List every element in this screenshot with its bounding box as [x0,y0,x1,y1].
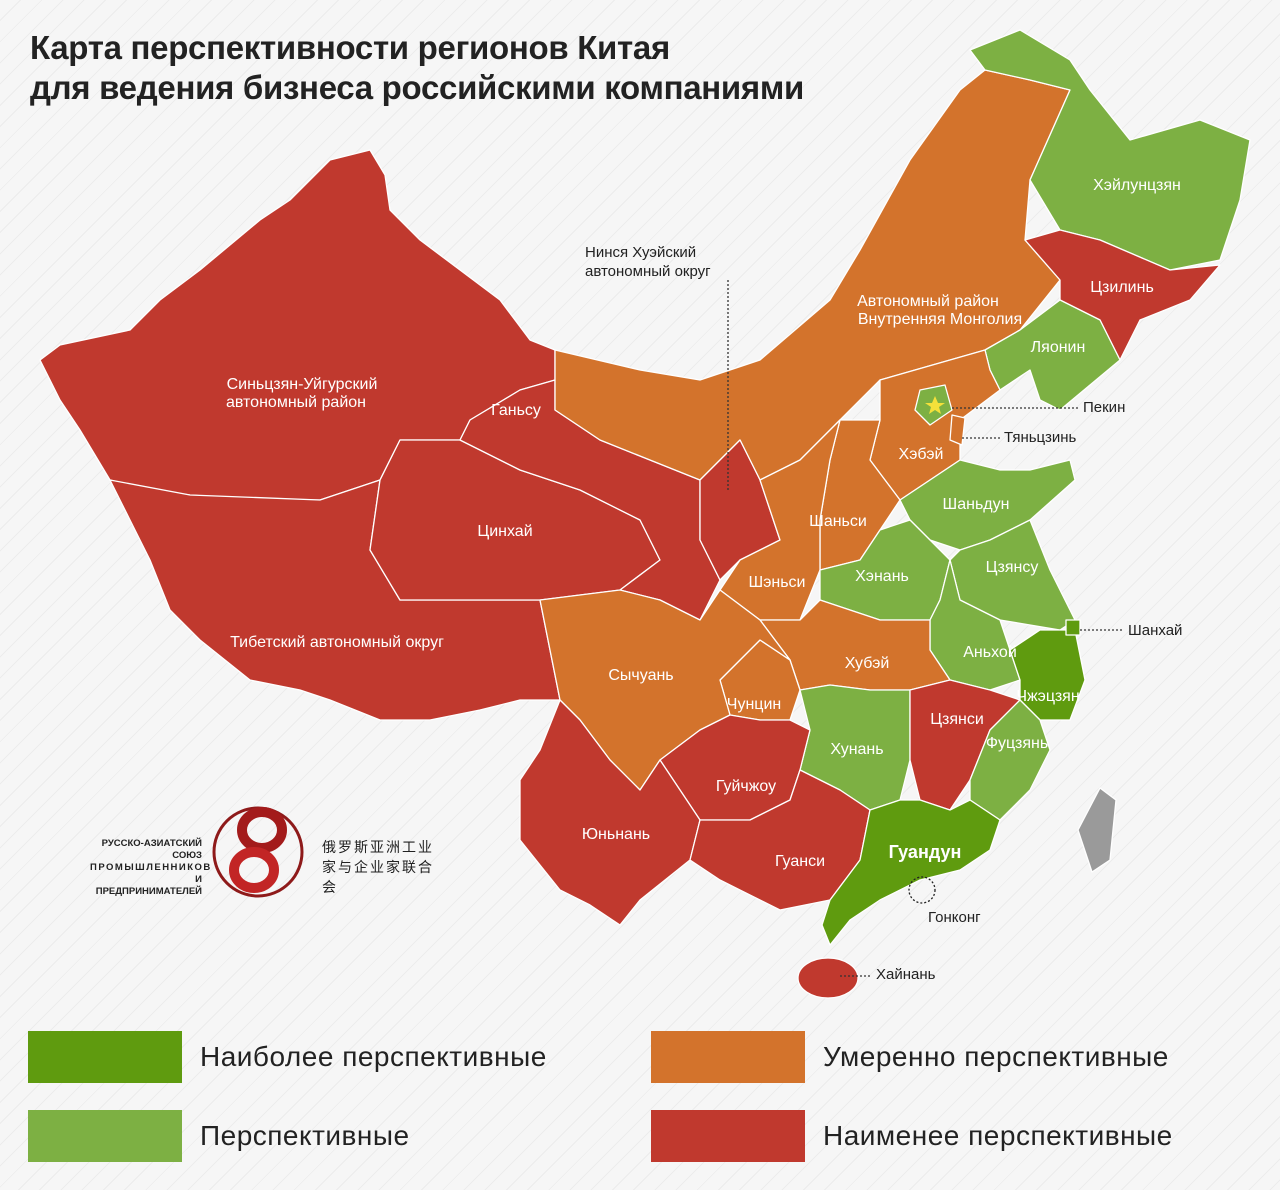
label-chongqing: Чунцин [727,696,781,713]
label-jiangxi: Цзянси [930,711,984,728]
legend-moderately-promising: Умеренно перспективные [651,1031,1169,1083]
title-line-1: Карта перспективности регионов Китая [30,29,670,66]
region-fujian[interactable] [969,699,1051,821]
label-guizhou: Гуйчжоу [716,778,776,795]
label-sichuan: Сычуань [608,667,673,684]
label-hainan: Хайнань [876,966,936,983]
label-tianjin: Тяньцзинь [1004,429,1077,446]
label-ningxia-2: автономный округ [585,263,711,280]
label-tibet: Тибетский автономный округ [230,634,444,651]
label-shaanxi: Шэньси [749,574,806,591]
label-guangxi: Гуанси [775,853,825,870]
label-gansu: Ганьсу [491,402,541,419]
label-jilin: Цзилинь [1090,279,1154,296]
label-yunnan: Юньнань [582,826,650,843]
region-jilin[interactable] [1024,229,1221,361]
label-liaoning: Ляонин [1031,339,1086,356]
label-inner-mongolia-2: Внутренняя Монголия [858,311,1022,328]
legend-label: Умеренно перспективные [823,1041,1169,1072]
map-title: Карта перспективности регионов Китая для… [30,28,804,108]
label-qinghai: Цинхай [477,523,532,540]
region-yunnan[interactable] [519,699,701,926]
beijing-star-icon [925,396,945,414]
region-taiwan[interactable] [1077,787,1117,873]
legend-label: Перспективные [200,1120,410,1151]
label-zhejiang: Чжэцзян [1016,688,1079,705]
logo-cn-line-2: 家与企业家联合会 [322,860,434,896]
logo-text-ru: РУССКО-АЗИАТСКИЙ СОЮЗ ПРОМЫШЛЕННИКОВ И П… [90,838,212,898]
logo-ru-line-3: И ПРЕДПРИНИМАТЕЛЕЙ [95,874,202,897]
legend-swatch [28,1110,182,1162]
label-beijing: Пекин [1083,399,1125,416]
logo-text-cn: 俄罗斯亚洲工业 家与企业家联合会 [322,838,442,898]
region-heilongjiang[interactable] [969,29,1251,271]
region-tianjin[interactable] [949,414,966,446]
label-shanxi: Шаньси [809,513,867,530]
label-heilongjiang: Хэйлунцзян [1093,177,1181,194]
region-guangdong[interactable] [821,799,1001,946]
legend-swatch [651,1031,805,1083]
label-ningxia-1: Нинся Хуэйский [585,244,696,261]
label-xinjiang-2: автономный район [226,394,366,411]
logo-emblem-icon [212,806,304,898]
legend-most-promising: Наиболее перспективные [28,1031,547,1083]
label-xinjiang-1: Синьцзян-Уйгурский [227,376,378,393]
legend-swatch [28,1031,182,1083]
legend-least-promising: Наименее перспективные [651,1110,1173,1162]
legend-promising: Перспективные [28,1110,410,1162]
logo-ru-line-1: РУССКО-АЗИАТСКИЙ СОЮЗ [101,838,202,861]
label-shanghai: Шанхай [1128,622,1182,639]
label-hongkong: Гонконг [928,909,981,926]
region-zhejiang[interactable] [1009,629,1086,721]
label-shandong: Шаньдун [943,496,1010,513]
title-line-2: для ведения бизнеса российскими компания… [30,69,804,106]
label-inner-mongolia-1: Автономный район [857,293,999,310]
label-henan: Хэнань [855,568,909,585]
label-hebei: Хэбэй [899,446,944,463]
region-shanghai[interactable] [1065,619,1081,636]
label-fujian: Фуцзянь [986,735,1048,752]
legend-label: Наиболее перспективные [200,1041,547,1072]
logo-cn-line-1: 俄罗斯亚洲工业 [322,840,434,856]
logo-ru-line-2: ПРОМЫШЛЕННИКОВ [90,862,212,873]
label-hubei: Хубэй [845,655,890,672]
legend-label: Наименее перспективные [823,1120,1173,1151]
label-jiangsu: Цзянсу [986,559,1039,576]
label-guangdong: Гуандун [889,842,962,862]
region-hainan[interactable] [797,957,859,999]
china-map: Синьцзян-Уйгурский автономный район Тибе… [39,29,1251,999]
label-anhui: Аньхой [963,644,1017,661]
hongkong-marker-icon [908,876,936,904]
label-hunan: Хунань [830,741,883,758]
region-shaanxi[interactable] [719,419,841,621]
legend-swatch [651,1110,805,1162]
